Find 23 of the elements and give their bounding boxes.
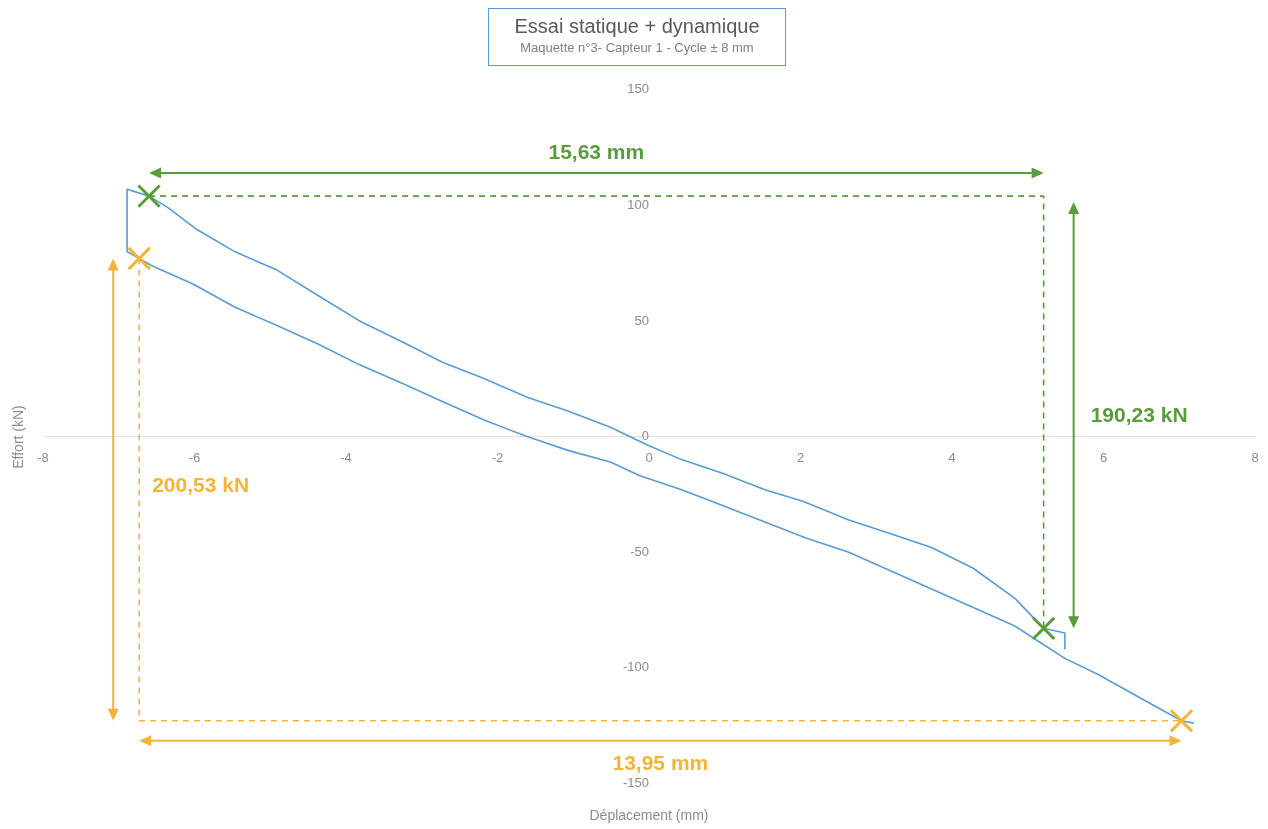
annotation: 190,23 kN <box>1090 403 1188 428</box>
x-tick-label: 4 <box>948 449 956 465</box>
y-tick-label: -150 <box>622 774 649 790</box>
annotation: 15,63 mm <box>548 140 645 165</box>
y-tick-label: 50 <box>634 312 649 328</box>
chart-title: Essai statique + dynamique <box>513 14 761 39</box>
annotation: 200,53 kN <box>152 472 250 497</box>
x-tick-label: 8 <box>1251 449 1259 465</box>
x-tick-label: -8 <box>37 449 49 465</box>
x-tick-label: 2 <box>796 449 805 465</box>
y-axis-title: Effort (kN) <box>10 405 26 469</box>
x-tick-label: -2 <box>491 449 504 465</box>
y-tick-label: -100 <box>622 659 649 675</box>
x-tick-label: 6 <box>1099 449 1108 465</box>
chart-subtitle: Maquette n°3- Capteur 1 - Cycle ± 8 mm <box>519 39 755 57</box>
x-tick-label: -6 <box>188 449 201 465</box>
y-tick-label: 150 <box>627 81 649 97</box>
y-tick-label: 0 <box>641 428 649 444</box>
x-tick-label: -4 <box>340 449 352 465</box>
x-axis-title: Déplacement (mm) <box>589 807 709 823</box>
y-tick-label: 100 <box>627 196 649 212</box>
annotation: 13,95 mm <box>612 750 709 775</box>
y-tick-label: -50 <box>630 543 649 559</box>
